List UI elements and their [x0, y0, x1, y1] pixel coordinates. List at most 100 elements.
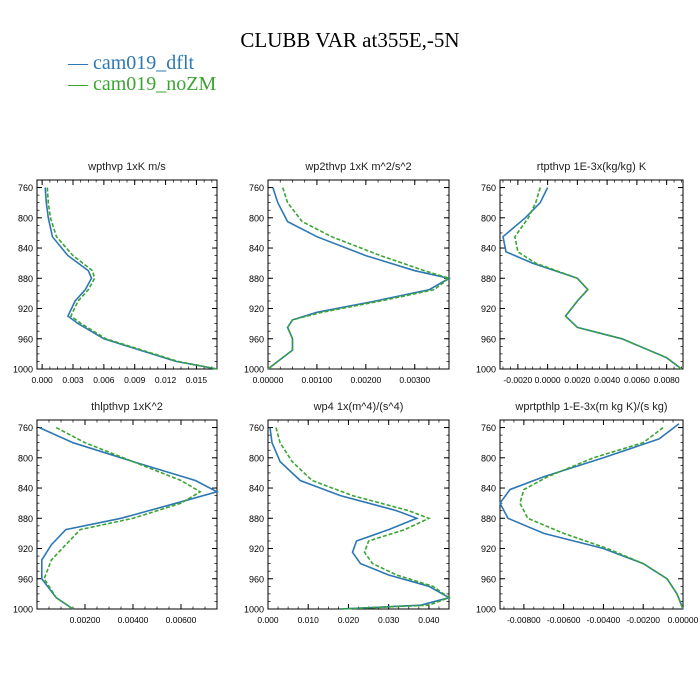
y-tick-label-0-6: 1000	[13, 365, 33, 375]
y-tick-label-4-1: 800	[249, 453, 264, 463]
plot-frame-2	[499, 179, 684, 370]
y-tick-label-0-5: 960	[18, 334, 33, 344]
y-tick-label-0-1: 800	[18, 213, 33, 223]
legend-swatch-dflt: —	[68, 52, 88, 74]
chart-panel-5: wprtpthlp 1-E-3x(m kg K)/(s kg) 760 800 840…	[476, 401, 699, 625]
y-tick-label-1-3: 880	[249, 274, 264, 284]
y-tick-label-2-5: 960	[481, 334, 496, 344]
y-tick-label-0-2: 840	[18, 244, 33, 254]
legend-entry-nozm: — cam019_noZM	[68, 73, 216, 96]
x-tick-label-5-3: -0.00200	[626, 615, 660, 625]
x-tick-label-0-3: 0.009	[124, 375, 146, 385]
y-tick-label-2-4: 920	[481, 304, 496, 314]
y-tick-label-5-3: 880	[481, 514, 496, 524]
y-tick-label-1-2: 840	[249, 244, 264, 254]
x-tick-label-0-0: 0.000	[32, 375, 54, 385]
x-tick-label-0-1: 0.003	[62, 375, 84, 385]
y-tick-label-3-5: 960	[18, 574, 33, 584]
x-tick-label-4-0: 0.000	[257, 615, 279, 625]
chart-panel-3: thlpthvp 1xK^2 760 800 840 880 920 960 1000 0.00…	[13, 401, 220, 625]
figure-title: CLUBB VAR at355E,-5N	[240, 28, 460, 52]
chart-title-2: rtpthvp 1E-3x(kg/kg) K	[537, 161, 647, 173]
y-tick-label-2-6: 1000	[476, 365, 496, 375]
chart-panel-4: wp4 1x(m^4)/(s^4)76080084088092096010000…	[244, 401, 452, 625]
plot-frame-3	[36, 419, 218, 610]
x-tick-label-1-2: 0.00200	[350, 375, 381, 385]
series-line-5-1	[519, 426, 684, 610]
y-tick-label-4-2: 840	[249, 484, 264, 494]
x-tick-label-4-2: 0.020	[338, 615, 360, 625]
legend-swatch-nozm: —	[68, 73, 88, 95]
x-tick-label-2-2: 0.0020	[564, 375, 590, 385]
x-tick-label-5-0: -0.00800	[507, 615, 541, 625]
series-line-4-0	[269, 427, 452, 610]
x-tick-label-1-3: 0.00300	[399, 375, 430, 385]
chart-title-1: wp2thvp 1xK m^2/s^2	[304, 161, 411, 173]
y-tick-label-2-2: 840	[481, 244, 496, 254]
y-tick-label-1-0: 760	[249, 183, 264, 193]
x-tick-label-3-2: 0.00600	[166, 615, 197, 625]
y-tick-label-3-1: 800	[18, 453, 33, 463]
x-tick-label-1-1: 0.00100	[302, 375, 333, 385]
series-line-1-0	[267, 187, 452, 370]
y-tick-label-5-0: 760	[481, 423, 496, 433]
x-tick-label-0-5: 0.015	[186, 375, 208, 385]
x-tick-label-5-1: -0.00600	[547, 615, 581, 625]
x-tick-label-2-4: 0.0060	[624, 375, 650, 385]
y-tick-label-3-0: 760	[18, 423, 33, 433]
y-tick-label-5-6: 1000	[476, 605, 496, 615]
y-tick-label-5-2: 840	[481, 484, 496, 494]
chart-title-3: thlpthvp 1xK^2	[91, 401, 163, 413]
series-line-1-1	[267, 187, 451, 370]
y-tick-label-1-5: 960	[249, 334, 264, 344]
x-tick-label-2-0: -0.0020	[503, 375, 532, 385]
y-tick-label-5-5: 960	[481, 574, 496, 584]
x-tick-label-4-3: 0.030	[378, 615, 400, 625]
y-tick-label-1-6: 1000	[244, 365, 264, 375]
y-tick-label-3-6: 1000	[13, 605, 33, 615]
legend-label-dflt: cam019_dflt	[93, 52, 195, 74]
y-tick-label-1-4: 920	[249, 304, 264, 314]
x-tick-label-2-3: 0.0040	[594, 375, 620, 385]
plot-frame-5	[499, 419, 684, 610]
y-tick-label-4-0: 760	[249, 423, 264, 433]
x-tick-label-3-0: 0.00200	[70, 615, 101, 625]
y-tick-label-5-1: 800	[481, 453, 496, 463]
chart-panel-2: rtpthvp 1E-3x(kg/kg) K 760 800 840 880 920 960…	[476, 161, 684, 385]
y-tick-label-1-1: 800	[249, 213, 264, 223]
y-tick-label-4-5: 960	[249, 574, 264, 584]
x-tick-label-2-1: 0.0000	[535, 375, 561, 385]
x-tick-label-3-1: 0.00400	[118, 615, 149, 625]
x-tick-label-1-0: 0.00000	[253, 375, 284, 385]
plot-frame-4	[267, 419, 450, 610]
series-line-2-0	[502, 187, 682, 370]
legend-label-nozm: cam019_noZM	[93, 73, 217, 95]
chart-title-0: wpthvp 1xK m/s	[87, 161, 166, 173]
series-line-2-1	[514, 187, 682, 370]
series-line-0-0	[44, 187, 218, 370]
plot-frame-1	[267, 179, 450, 370]
x-tick-label-4-4: 0.040	[418, 615, 440, 625]
y-tick-label-3-4: 920	[18, 544, 33, 554]
x-tick-label-0-4: 0.012	[155, 375, 177, 385]
series-line-3-1	[43, 426, 202, 610]
y-tick-label-4-6: 1000	[244, 605, 264, 615]
y-tick-label-2-3: 880	[481, 274, 496, 284]
y-tick-label-4-4: 920	[249, 544, 264, 554]
y-tick-label-2-1: 800	[481, 213, 496, 223]
y-tick-label-3-2: 840	[18, 484, 33, 494]
series-line-4-1	[275, 427, 451, 610]
plot-frame-0	[36, 179, 218, 370]
legend-entry-dflt: — cam019_dflt	[68, 52, 194, 75]
y-tick-label-0-3: 880	[18, 274, 33, 284]
y-tick-label-2-0: 760	[481, 183, 496, 193]
y-tick-label-3-3: 880	[18, 514, 33, 524]
chart-panel-0: wpthvp 1xK m/s76080084088092096010000.00…	[13, 161, 218, 385]
chart-title-4: wp4 1x(m^4)/(s^4)	[313, 401, 404, 413]
x-tick-label-4-1: 0.010	[298, 615, 320, 625]
chart-panel-1: wp2thvp 1xK m^2/s^2 760 800 840 880 920 960 100…	[244, 161, 452, 385]
y-tick-label-5-4: 920	[481, 544, 496, 554]
series-line-3-0	[39, 426, 220, 610]
